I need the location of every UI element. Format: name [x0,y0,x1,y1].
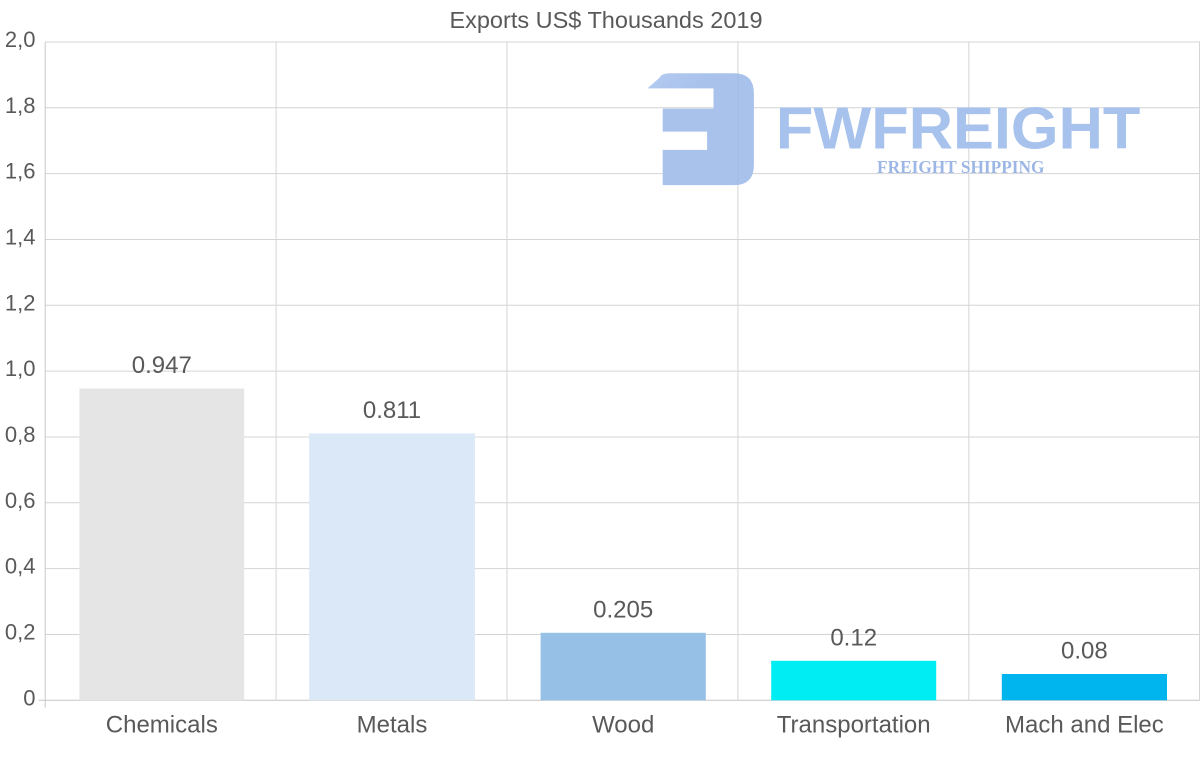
svg-text:1,2: 1,2 [5,290,36,315]
svg-text:FWFREIGHT: FWFREIGHT [776,96,1141,162]
svg-text:1,0: 1,0 [5,356,36,381]
svg-text:Mach and Elec: Mach and Elec [1005,712,1164,739]
svg-text:Wood: Wood [592,712,654,739]
svg-text:0: 0 [23,686,35,711]
svg-text:Transportation: Transportation [777,712,931,739]
svg-text:0,2: 0,2 [5,620,36,645]
svg-text:0.947: 0.947 [132,352,192,379]
svg-text:Exports US$ Thousands 2019: Exports US$ Thousands 2019 [449,7,762,33]
svg-text:1,8: 1,8 [5,93,36,118]
svg-text:Metals: Metals [357,712,428,739]
svg-text:0.08: 0.08 [1061,638,1108,665]
svg-text:0.205: 0.205 [593,596,653,623]
svg-text:0.811: 0.811 [363,397,421,424]
svg-text:Chemicals: Chemicals [106,712,218,739]
svg-text:0,8: 0,8 [5,422,36,447]
svg-text:0,6: 0,6 [5,488,36,513]
svg-text:0,4: 0,4 [5,554,36,579]
svg-text:0.12: 0.12 [830,624,877,651]
svg-text:1,6: 1,6 [5,159,36,184]
svg-text:1,4: 1,4 [5,225,36,250]
svg-text:FREIGHT SHIPPING: FREIGHT SHIPPING [877,157,1045,177]
svg-text:2,0: 2,0 [5,27,36,52]
